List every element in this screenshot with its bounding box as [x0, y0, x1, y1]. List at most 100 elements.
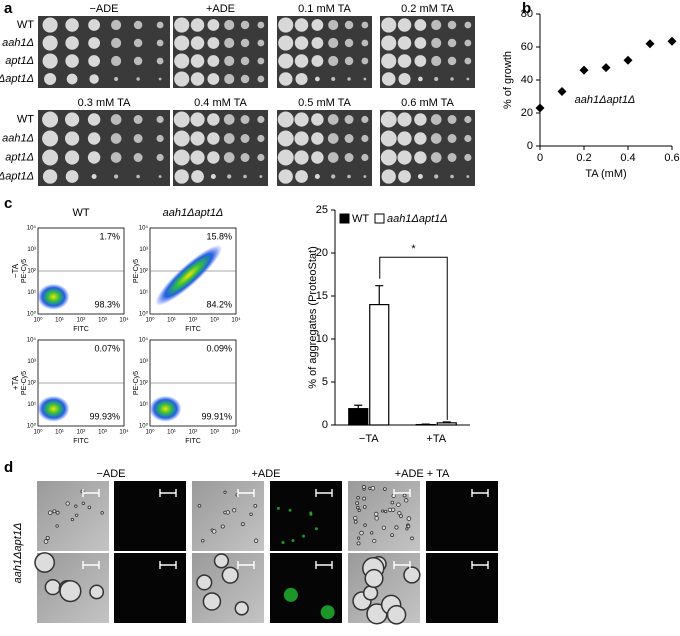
spot	[88, 37, 100, 49]
spot	[114, 174, 118, 178]
spot	[381, 150, 397, 166]
cell	[221, 525, 224, 528]
strain-label: WT	[17, 113, 34, 125]
cell	[387, 606, 405, 624]
cell	[399, 515, 402, 518]
flow-x-tick: 10³	[98, 430, 107, 436]
spot	[241, 134, 250, 143]
fluorescent-cell	[291, 539, 294, 542]
cell	[224, 511, 227, 514]
flow-column-title: WT	[72, 207, 89, 219]
gate-percent: 84.2%	[206, 299, 232, 309]
spot	[211, 174, 216, 179]
spot	[328, 152, 339, 163]
strain-label: aah1Δ	[2, 37, 34, 49]
point	[668, 37, 677, 46]
spot	[65, 150, 79, 164]
y-tick-label: 80	[521, 8, 533, 20]
bar	[349, 409, 368, 425]
flow-y-tick: 10⁴	[139, 225, 149, 232]
y-tick-label: 0	[527, 140, 533, 152]
spot	[88, 55, 100, 67]
flow-y-tick: 10⁴	[27, 337, 37, 344]
spot	[347, 77, 350, 80]
spot	[450, 77, 453, 80]
spot	[43, 169, 57, 183]
spot	[464, 154, 471, 161]
spot	[241, 115, 250, 124]
gate-percent: 98.3%	[94, 299, 120, 309]
condition-label: −ADE	[89, 3, 118, 15]
spot	[361, 154, 368, 161]
spot	[191, 18, 204, 31]
micrograph	[348, 481, 420, 551]
spot	[88, 132, 100, 144]
flow-y-tick: 10⁰	[27, 311, 37, 318]
gate-percent: 0.07%	[94, 343, 120, 353]
flow-y-tick: 10¹	[139, 402, 148, 408]
spot	[361, 116, 368, 123]
cell	[353, 516, 357, 520]
spot	[345, 39, 353, 47]
spot	[311, 151, 323, 163]
cell	[212, 530, 216, 534]
spot	[450, 175, 454, 179]
flow-x-tick: 10⁰	[145, 429, 155, 436]
legend-swatch	[375, 214, 384, 223]
spot	[431, 38, 441, 48]
spot	[207, 132, 219, 144]
flow-row-label: +TA	[11, 375, 20, 390]
spot	[418, 77, 423, 82]
flow-y-tick: 10³	[27, 359, 36, 365]
flow-x-tick: 10²	[77, 430, 86, 436]
spot	[157, 116, 164, 123]
x-tick-label: 0	[537, 152, 543, 164]
flow-y-tick: 10⁰	[139, 311, 149, 318]
strain-label: aah1Δapt1Δ	[0, 170, 34, 182]
spot	[111, 114, 122, 125]
spot	[157, 40, 164, 47]
legend-label: WT	[352, 213, 369, 225]
spot	[345, 115, 354, 124]
spot	[111, 38, 121, 48]
spot	[398, 36, 411, 49]
spot	[243, 175, 247, 179]
spot	[295, 18, 308, 31]
micrograph	[114, 481, 186, 551]
cell	[232, 509, 235, 512]
spot	[114, 77, 118, 81]
point	[558, 87, 567, 96]
cell	[46, 536, 49, 539]
fluorescent-cell	[309, 513, 312, 516]
flow-x-tick: 10⁴	[119, 317, 129, 324]
cell	[56, 525, 58, 527]
spot	[134, 39, 142, 47]
cell	[354, 520, 357, 523]
spot	[67, 74, 78, 85]
spot	[279, 169, 293, 183]
spot	[278, 35, 293, 50]
spot	[347, 175, 351, 179]
spot	[42, 112, 58, 128]
flow-x-tick: 10⁴	[231, 317, 241, 324]
flow-y-tick: 10⁰	[27, 423, 37, 430]
cell	[222, 567, 238, 583]
spot	[448, 115, 457, 124]
spot	[398, 54, 411, 67]
spot	[157, 22, 164, 29]
spot	[134, 115, 143, 124]
spot	[398, 73, 410, 85]
spot	[257, 116, 264, 123]
spot	[381, 53, 396, 68]
microscopy-title: +ADE + TA	[395, 468, 450, 480]
micrograph	[426, 481, 498, 551]
strain-label: WT	[17, 19, 34, 31]
spot	[328, 38, 338, 48]
cell	[362, 485, 365, 488]
cell	[56, 511, 59, 514]
spot	[257, 22, 264, 29]
spot	[311, 37, 323, 49]
spot	[88, 19, 100, 31]
spot	[43, 35, 58, 50]
spot	[159, 78, 162, 81]
